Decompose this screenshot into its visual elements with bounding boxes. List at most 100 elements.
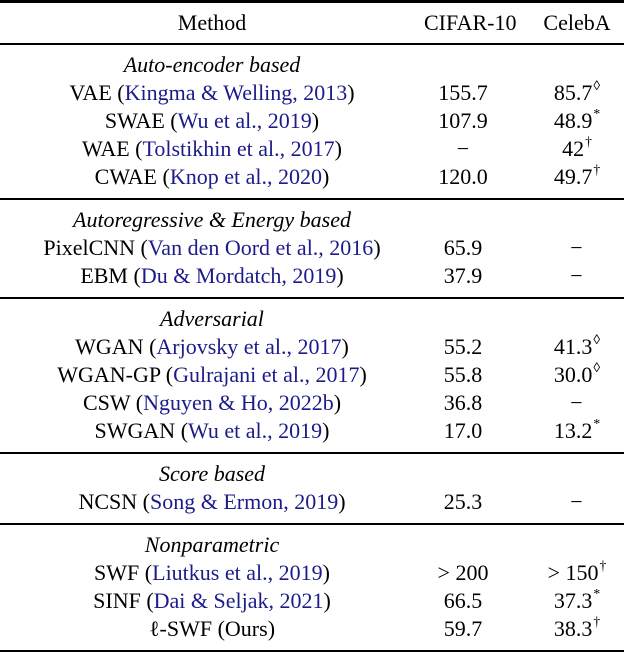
table-row: SWF (Liutkus et al., 2019) > 200 > 150† bbox=[0, 557, 624, 587]
celeba-superscript: † bbox=[599, 557, 607, 573]
citation-link[interactable]: Arjovsky et al., 2017 bbox=[156, 334, 342, 359]
citation-link[interactable]: Van den Oord et al., 2016 bbox=[147, 235, 374, 260]
citation-link[interactable]: Wu et al., 2019 bbox=[188, 418, 323, 443]
cifar-value: 66.5 bbox=[443, 588, 483, 613]
column-header-cifar10: CIFAR-10 bbox=[424, 10, 517, 35]
celeba-superscript: ◊ bbox=[593, 331, 601, 347]
citation-link[interactable]: Dai & Seljak, 2021 bbox=[153, 588, 324, 613]
paren-open: ( bbox=[212, 616, 225, 641]
celeba-number: 48.9 bbox=[553, 108, 593, 133]
celeba-value: 41.3◊ bbox=[502, 331, 624, 361]
paren-open: ( bbox=[129, 136, 143, 161]
top-rule bbox=[0, 0, 624, 3]
method-cell: SWAE (Wu et al., 2019) bbox=[0, 107, 424, 135]
table-row: PixelCNN (Van den Oord et al., 2016) 65.… bbox=[0, 234, 624, 262]
paren-open: ( bbox=[160, 362, 174, 387]
method-name: EBM bbox=[80, 263, 128, 288]
paren-open: ( bbox=[175, 418, 189, 443]
paren-open: ( bbox=[137, 489, 150, 514]
celeba-superscript: * bbox=[593, 585, 601, 601]
method-name: ℓ-SWF bbox=[148, 616, 213, 641]
citation-link[interactable]: Nguyen & Ho, 2022b bbox=[143, 390, 334, 415]
column-header-method: Method bbox=[177, 10, 247, 35]
column-header-celeba: CelebA bbox=[543, 10, 611, 35]
celeba-superscript: ◊ bbox=[593, 77, 601, 93]
paren-close: ) bbox=[373, 235, 381, 260]
section-header-row: Autoregressive & Energy based bbox=[0, 206, 624, 234]
citation-link[interactable]: Knop et al., 2020 bbox=[169, 164, 322, 189]
citation-link[interactable]: Du & Mordatch, 2019 bbox=[140, 263, 337, 288]
paren-close: ) bbox=[359, 362, 367, 387]
celeba-number: 13.2 bbox=[553, 418, 593, 443]
paren-open: ( bbox=[135, 235, 148, 260]
citation-link[interactable]: Kingma & Welling, 2013 bbox=[124, 80, 348, 105]
table-row: WAE (Tolstikhin et al., 2017) − 42† bbox=[0, 134, 624, 163]
method-cell: WGAN (Arjovsky et al., 2017) bbox=[0, 333, 424, 361]
method-name: PixelCNN bbox=[43, 235, 136, 260]
table-row: VAE (Kingma & Welling, 2013) 155.7 85.7◊ bbox=[0, 77, 624, 107]
section-rule bbox=[0, 523, 624, 525]
celeba-value: − bbox=[502, 389, 624, 417]
method-cell: SWGAN (Wu et al., 2019) bbox=[0, 417, 424, 445]
table-header-row: Method CIFAR-10 CelebA bbox=[0, 3, 624, 43]
paren-close: ) bbox=[338, 489, 346, 514]
celeba-value: 38.3† bbox=[502, 613, 624, 643]
section-autoencoder: Auto-encoder based VAE (Kingma & Welling… bbox=[0, 45, 624, 198]
section-header-row: Adversarial bbox=[0, 305, 624, 333]
celeba-number: > 150 bbox=[547, 560, 599, 585]
paren-close: ) bbox=[341, 334, 349, 359]
method-name: SWF bbox=[94, 560, 140, 585]
celeba-value: 48.9* bbox=[502, 105, 624, 135]
method-cell: SWF (Liutkus et al., 2019) bbox=[0, 559, 424, 587]
paren-close: ) bbox=[347, 80, 355, 105]
celeba-superscript: † bbox=[593, 161, 601, 177]
paren-close: ) bbox=[322, 560, 330, 585]
section-header-label: Auto-encoder based bbox=[123, 52, 301, 77]
method-cell: NCSN (Song & Ermon, 2019) bbox=[0, 488, 424, 516]
table-row: ℓ-SWF (Ours) 59.7 38.3† bbox=[0, 613, 624, 643]
citation-link[interactable]: Liutkus et al., 2019 bbox=[152, 560, 323, 585]
table-row: EBM (Du & Mordatch, 2019) 37.9 − bbox=[0, 262, 624, 290]
citation-link[interactable]: Wu et al., 2019 bbox=[177, 108, 312, 133]
cifar-value: 107.9 bbox=[438, 108, 488, 133]
celeba-value: 30.0◊ bbox=[502, 360, 624, 389]
cifar-value: 65.9 bbox=[443, 235, 483, 260]
celeba-number: 42 bbox=[562, 136, 585, 161]
section-nonparametric: Nonparametric SWF (Liutkus et al., 2019)… bbox=[0, 525, 624, 650]
celeba-number: − bbox=[570, 263, 583, 288]
method-cell: PixelCNN (Van den Oord et al., 2016) bbox=[0, 234, 424, 262]
method-cell: WAE (Tolstikhin et al., 2017) bbox=[0, 135, 424, 163]
celeba-number: − bbox=[570, 390, 583, 415]
table-row: CSW (Nguyen & Ho, 2022b) 36.8 − bbox=[0, 389, 624, 417]
citation-link[interactable]: Tolstikhin et al., 2017 bbox=[142, 136, 335, 161]
bottom-rule bbox=[0, 650, 624, 652]
celeba-value: 85.7◊ bbox=[502, 77, 624, 107]
celeba-superscript: * bbox=[593, 105, 601, 121]
method-name: WGAN bbox=[75, 334, 144, 359]
celeba-superscript: † bbox=[593, 613, 601, 629]
citation-link[interactable]: Song & Ermon, 2019 bbox=[149, 489, 339, 514]
paren-open: ( bbox=[143, 334, 157, 359]
cifar-value: > 200 bbox=[437, 560, 489, 585]
cifar-value: 155.7 bbox=[438, 80, 488, 105]
celeba-value: − bbox=[502, 262, 624, 290]
method-name: CSW bbox=[82, 390, 131, 415]
section-header-label: Score based bbox=[158, 461, 266, 486]
paren-close: ) bbox=[311, 108, 320, 133]
section-adversarial: Adversarial WGAN (Arjovsky et al., 2017)… bbox=[0, 299, 624, 452]
cifar-value: 37.9 bbox=[443, 263, 483, 288]
method-name: SWAE bbox=[104, 108, 165, 133]
method-cell: VAE (Kingma & Welling, 2013) bbox=[0, 79, 424, 107]
paren-open: ( bbox=[139, 560, 153, 585]
paren-open: ( bbox=[164, 108, 178, 133]
paren-open: ( bbox=[140, 588, 154, 613]
celeba-number: 38.3 bbox=[553, 616, 593, 641]
cifar-value: 17.0 bbox=[443, 418, 483, 443]
section-rule bbox=[0, 297, 624, 299]
method-name: SINF bbox=[93, 588, 141, 613]
celeba-number: − bbox=[570, 489, 583, 514]
cifar-value: 55.8 bbox=[443, 362, 483, 387]
citation-link[interactable]: Gulrajani et al., 2017 bbox=[173, 362, 360, 387]
ours-label: Ours bbox=[224, 616, 268, 641]
